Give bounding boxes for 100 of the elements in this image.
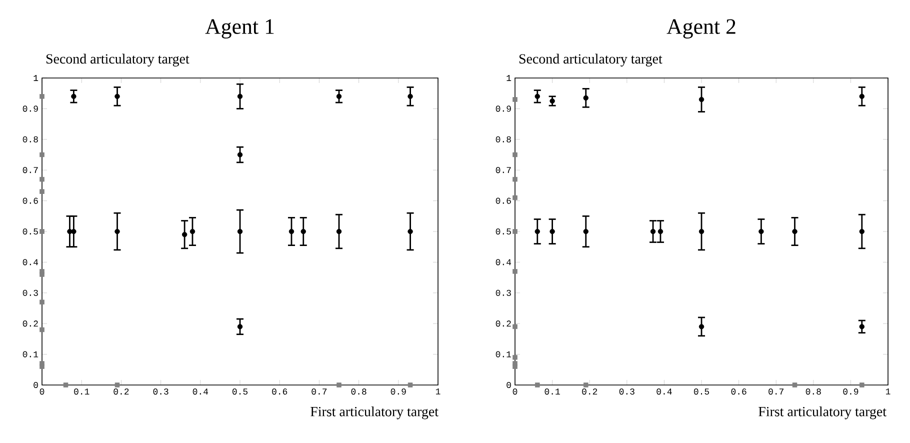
x-tick-label: 0.3 bbox=[153, 388, 168, 395]
point bbox=[698, 228, 704, 234]
x-tick-label: 0.7 bbox=[312, 388, 327, 395]
y-tick-label: 0.9 bbox=[22, 106, 38, 112]
point bbox=[534, 228, 540, 234]
point bbox=[300, 228, 306, 234]
point bbox=[40, 364, 44, 369]
x-tick-label: 0.6 bbox=[731, 388, 746, 395]
x-tick-label: 0.6 bbox=[272, 388, 288, 395]
point bbox=[512, 324, 518, 330]
point bbox=[512, 354, 518, 360]
point bbox=[237, 228, 243, 234]
y-tick-label: 0.6 bbox=[496, 198, 511, 204]
point bbox=[512, 176, 518, 182]
point bbox=[40, 189, 44, 194]
y-tick-label: 0.9 bbox=[496, 106, 511, 112]
point bbox=[698, 324, 704, 330]
x-tick-label: 0.8 bbox=[806, 388, 821, 395]
y-tick-label: 0.1 bbox=[22, 351, 38, 358]
x-tick-label: 0.4 bbox=[192, 388, 208, 395]
x-tick-label: 0.5 bbox=[694, 388, 710, 395]
y-tick-label: 0.2 bbox=[496, 320, 511, 327]
point bbox=[40, 229, 44, 234]
x-tick-label: 0.1 bbox=[544, 388, 560, 395]
point bbox=[63, 382, 68, 388]
point bbox=[40, 176, 44, 182]
y-tick-label: 0.3 bbox=[496, 290, 511, 296]
point bbox=[408, 94, 413, 100]
y-tick-label: 0.2 bbox=[22, 320, 38, 327]
point bbox=[190, 228, 196, 234]
point bbox=[336, 228, 342, 234]
point bbox=[859, 94, 864, 100]
point bbox=[583, 228, 588, 234]
x-tick-label: 0 bbox=[40, 388, 44, 395]
point bbox=[237, 324, 243, 330]
y-tick-label: 0 bbox=[506, 382, 511, 388]
y-tick-label: 0.4 bbox=[22, 259, 38, 266]
point bbox=[534, 382, 540, 388]
y-tick-label: 0.1 bbox=[496, 351, 512, 358]
point bbox=[658, 228, 664, 234]
point bbox=[40, 300, 44, 304]
point bbox=[512, 97, 518, 102]
point bbox=[114, 94, 120, 100]
point bbox=[237, 152, 243, 158]
y-tick-label: 0.4 bbox=[496, 259, 512, 266]
y-tick-label: 1 bbox=[506, 75, 512, 81]
x-tick-label: 0 bbox=[512, 388, 518, 395]
x-tick-label: 0.5 bbox=[232, 388, 248, 395]
point bbox=[336, 94, 342, 100]
chart-title: Agent 1 bbox=[205, 19, 274, 38]
y-axis-title: Second articulatory target bbox=[519, 54, 662, 66]
point bbox=[512, 152, 518, 158]
y-tick-label: 1 bbox=[34, 75, 38, 81]
point bbox=[650, 228, 656, 234]
point bbox=[860, 382, 864, 388]
y-tick-label: 0.5 bbox=[496, 228, 511, 235]
point bbox=[550, 228, 555, 234]
y-tick-label: 0.6 bbox=[22, 198, 38, 204]
x-tick-label: 0.4 bbox=[656, 388, 672, 395]
x-tick-label: 1 bbox=[886, 388, 890, 394]
x-tick-label: 0.1 bbox=[74, 388, 90, 395]
point bbox=[40, 152, 44, 158]
point bbox=[237, 94, 243, 100]
y-tick-label: 0.3 bbox=[22, 290, 38, 296]
x-tick-label: 1 bbox=[436, 388, 440, 394]
x-tick-label: 0.7 bbox=[768, 388, 784, 395]
point bbox=[859, 228, 864, 234]
point bbox=[512, 229, 518, 234]
point bbox=[792, 382, 798, 388]
point bbox=[71, 228, 76, 234]
x-axis-title: First articulatory target bbox=[310, 406, 438, 420]
point bbox=[512, 195, 518, 200]
point bbox=[40, 272, 44, 277]
point bbox=[182, 232, 188, 238]
point bbox=[512, 268, 518, 274]
x-axis-title: First articulatory target bbox=[758, 406, 886, 420]
y-tick-label: 0.8 bbox=[22, 136, 38, 142]
x-tick-label: 0.3 bbox=[619, 388, 634, 395]
point bbox=[114, 382, 120, 388]
point bbox=[512, 364, 518, 369]
x-tick-label: 0.2 bbox=[582, 388, 598, 395]
point bbox=[534, 94, 540, 100]
point bbox=[583, 95, 588, 101]
point bbox=[792, 228, 798, 234]
point bbox=[408, 382, 413, 388]
point bbox=[114, 228, 120, 234]
point bbox=[71, 94, 76, 100]
point bbox=[583, 382, 588, 388]
point bbox=[859, 324, 864, 330]
chart-title: Agent 2 bbox=[666, 19, 736, 38]
y-tick-label: 0.7 bbox=[22, 167, 38, 174]
x-tick-label: 0.9 bbox=[843, 388, 858, 395]
point bbox=[758, 228, 764, 234]
x-tick-label: 0.2 bbox=[114, 388, 129, 395]
point bbox=[288, 228, 294, 234]
y-axis-title: Second articulatory target bbox=[46, 54, 190, 66]
y-tick-label: 0.8 bbox=[496, 136, 511, 142]
point bbox=[550, 98, 555, 104]
x-tick-label: 0.9 bbox=[390, 388, 406, 395]
y-tick-label: 0 bbox=[34, 382, 38, 388]
